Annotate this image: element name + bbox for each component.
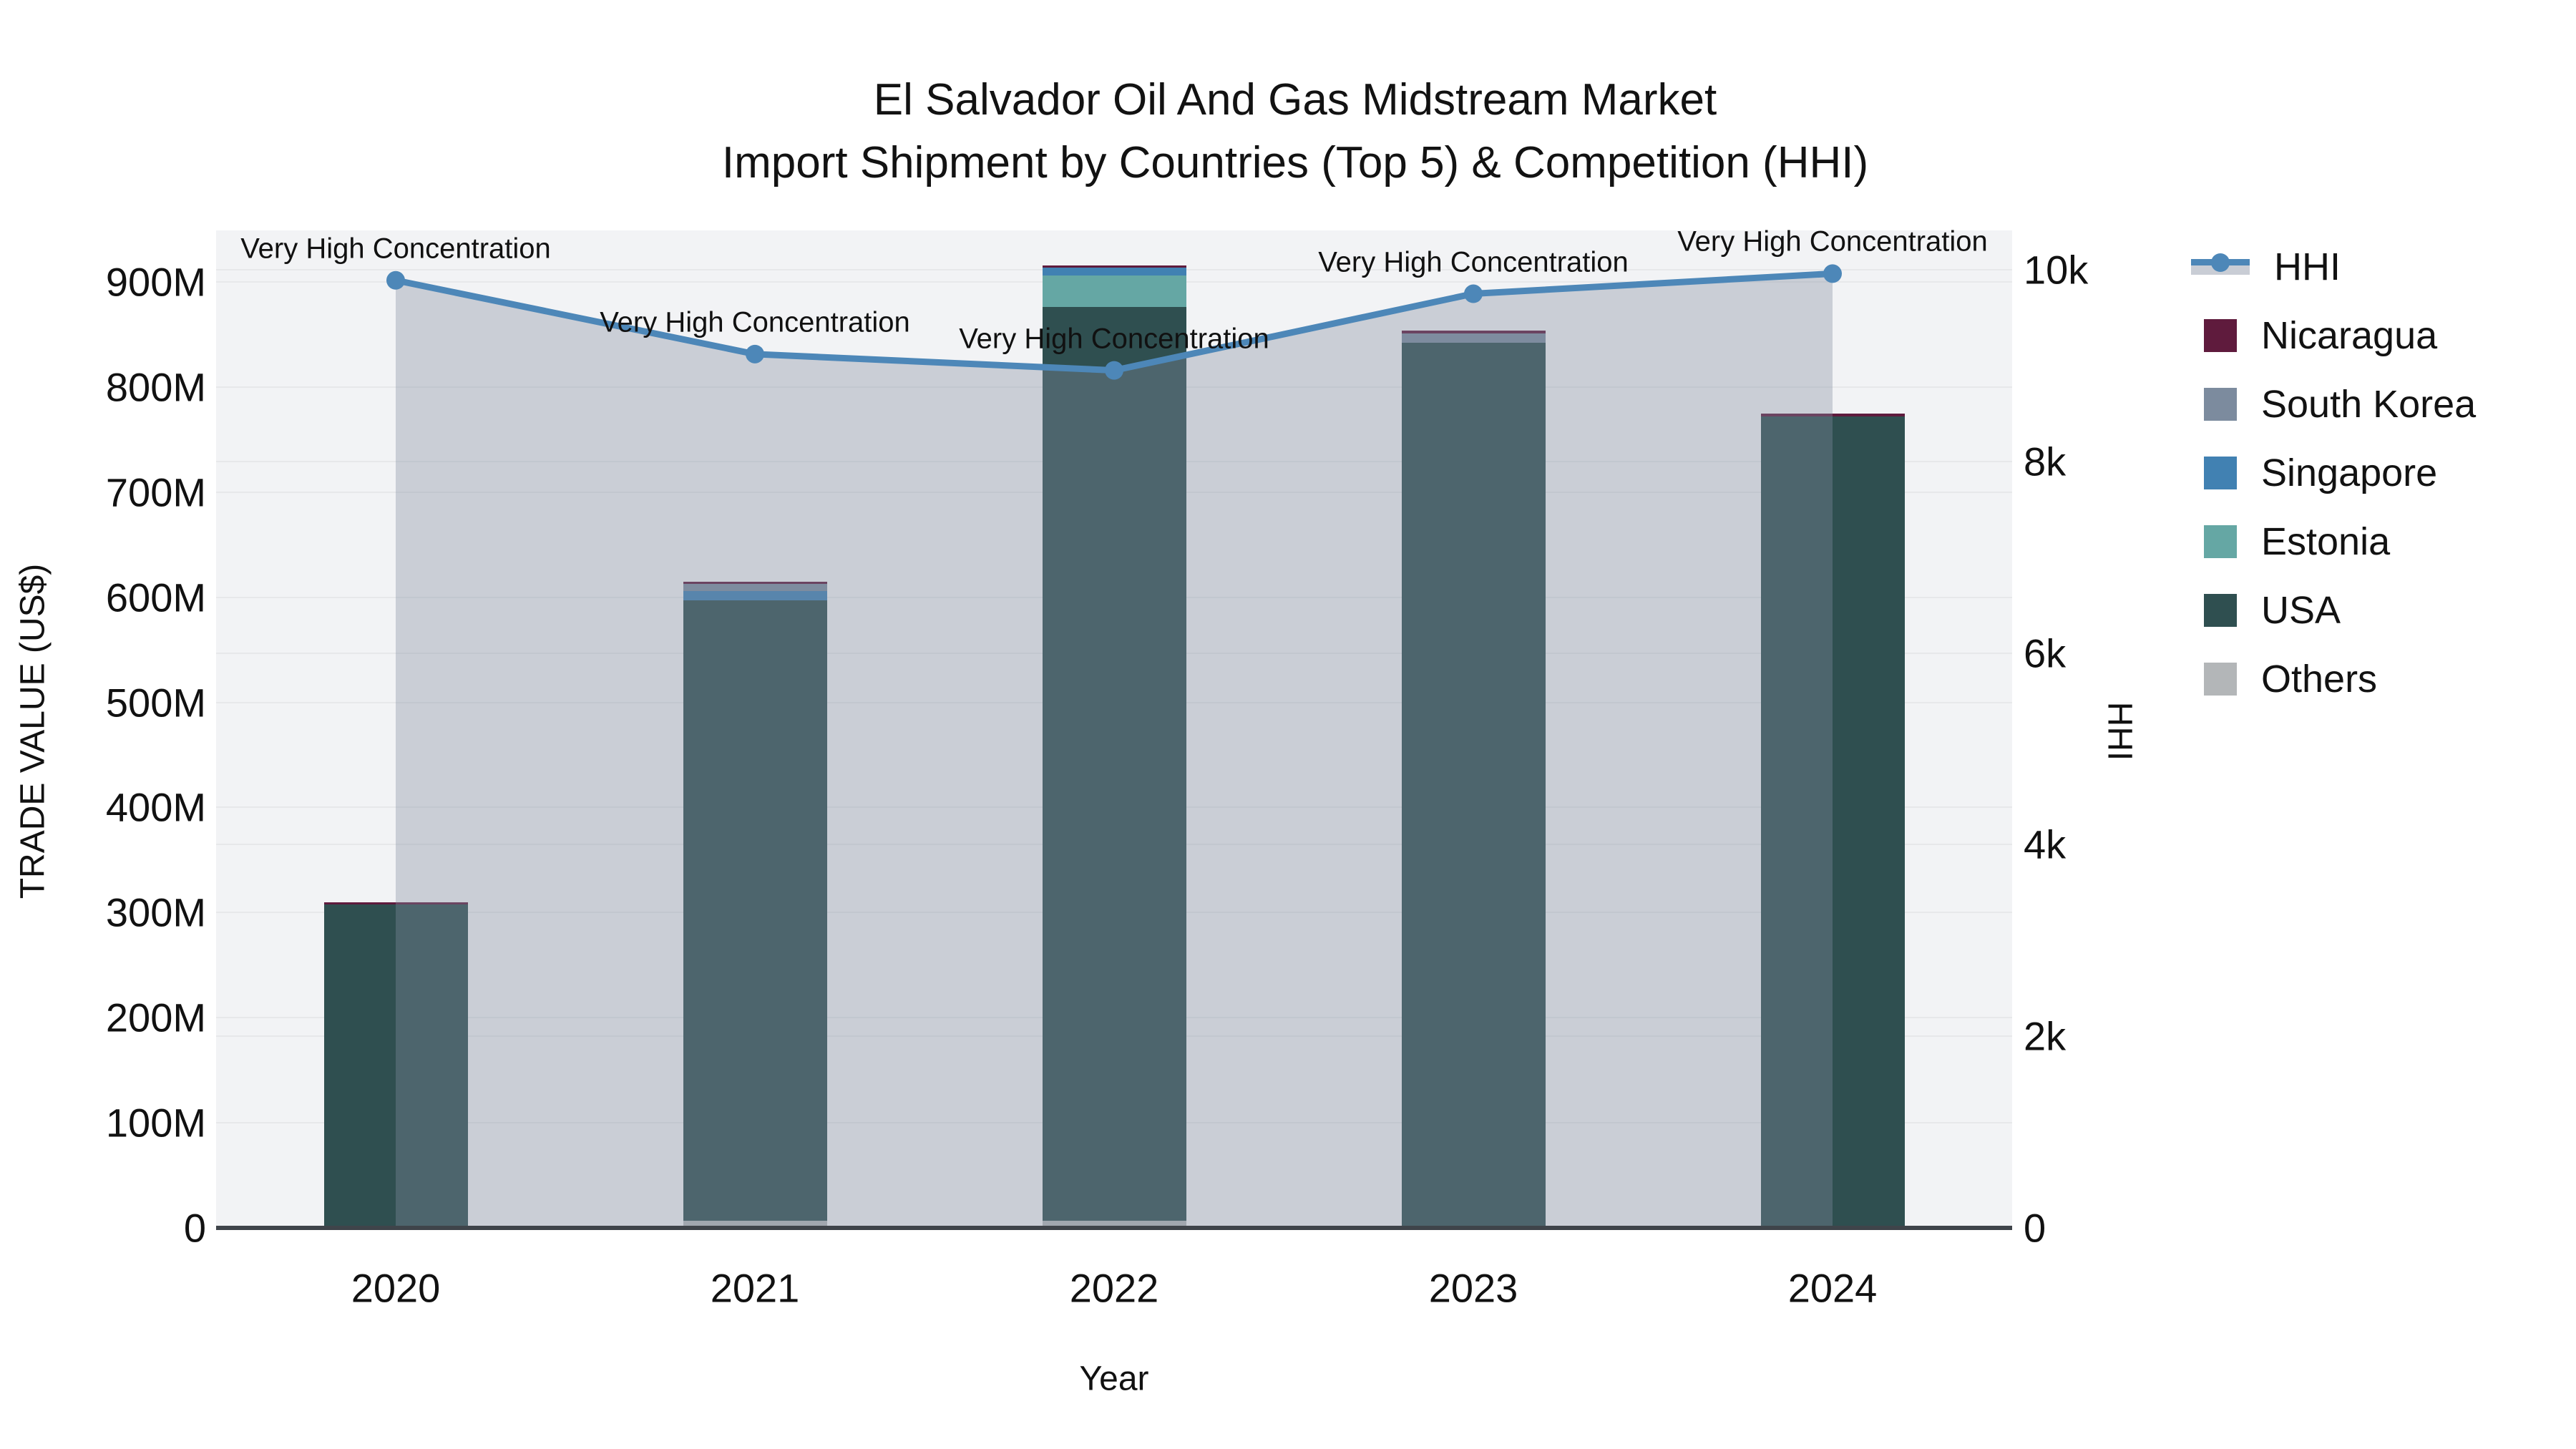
y-left-tick-label: 200M: [105, 995, 206, 1040]
hhi-marker-2023[interactable]: [1464, 284, 1483, 303]
bar-segment-usa[interactable]: [1042, 307, 1186, 1221]
legend-label: HHI: [2274, 245, 2341, 288]
hhi-marker-2022[interactable]: [1105, 361, 1123, 380]
x-tick-label-2022: 2022: [1069, 1265, 1159, 1311]
y-right-tick-label: 2k: [2024, 1013, 2067, 1059]
y-right-tick-label: 0: [2024, 1205, 2046, 1251]
legend: HHI Nicaragua South Korea Singapore Estonia U…: [2191, 233, 2476, 713]
legend-swatch-south-korea: [2204, 388, 2237, 421]
y-right-tick-label: 8k: [2024, 439, 2067, 484]
legend-label: USA: [2261, 589, 2341, 632]
bar-segment-usa[interactable]: [323, 904, 468, 1228]
x-tick-label-2023: 2023: [1428, 1265, 1518, 1311]
hhi-marker-2021[interactable]: [746, 344, 764, 364]
chart-title: El Salvador Oil And Gas Midstream Market…: [722, 69, 1868, 195]
bar-segment-nicaragua[interactable]: [1401, 331, 1546, 333]
chart-title-line1: El Salvador Oil And Gas Midstream Market: [873, 75, 1717, 125]
legend-item-usa[interactable]: USA: [2191, 576, 2476, 645]
legend-item-estonia[interactable]: Estonia: [2191, 507, 2476, 576]
legend-item-singapore[interactable]: Singapore: [2191, 439, 2476, 507]
y-left-tick-label: 600M: [105, 575, 206, 620]
bar-segment-south-korea[interactable]: [683, 583, 827, 591]
y-left-tick-label: 100M: [105, 1100, 206, 1146]
bar-segment-others[interactable]: [683, 1220, 827, 1228]
annotation-concentration-2020: Very High Concentration: [240, 233, 551, 265]
y-left-tick-label: 800M: [105, 364, 206, 410]
x-tick-label-2020: 2020: [351, 1265, 441, 1311]
legend-swatch-usa: [2204, 594, 2237, 627]
bar-segment-others[interactable]: [1042, 1220, 1186, 1228]
hhi-legend-sample-icon: [2191, 250, 2250, 283]
annotation-concentration-2023: Very High Concentration: [1318, 246, 1629, 278]
legend-item-nicaragua[interactable]: Nicaragua: [2191, 301, 2476, 370]
legend-swatch-estonia: [2204, 525, 2237, 558]
legend-label: Singapore: [2261, 452, 2438, 494]
bar-segment-usa[interactable]: [1760, 416, 1905, 1228]
legend-label: Others: [2261, 658, 2378, 701]
legend-swatch-nicaragua: [2204, 319, 2237, 352]
y-left-tick-label: 500M: [105, 680, 206, 726]
legend-swatch-singapore: [2204, 457, 2237, 489]
bar-segment-estonia[interactable]: [1042, 275, 1186, 308]
y-left-axis-title: TRADE VALUE (US$): [14, 563, 52, 899]
y-left-tick-label: 700M: [105, 469, 206, 515]
x-axis-title: Year: [1079, 1360, 1149, 1398]
bar-segment-usa[interactable]: [1401, 343, 1546, 1228]
legend-label: Estonia: [2261, 520, 2391, 563]
legend-label: South Korea: [2261, 383, 2477, 426]
y-right-axis-title: HHI: [2100, 701, 2139, 761]
hhi-marker-2024[interactable]: [1823, 264, 1842, 283]
hhi-marker-2020[interactable]: [386, 270, 405, 290]
hhi-legend-marker: [2211, 253, 2230, 272]
annotation-concentration-2022: Very High Concentration: [959, 323, 1269, 355]
bar-segment-nicaragua[interactable]: [1042, 265, 1186, 268]
legend-item-hhi[interactable]: HHI: [2191, 233, 2476, 301]
y-left-tick-label: 300M: [105, 889, 206, 935]
y-left-tick-label: 0: [183, 1205, 206, 1251]
legend-item-others[interactable]: Others: [2191, 645, 2476, 713]
legend-item-south-korea[interactable]: South Korea: [2191, 370, 2476, 439]
annotation-concentration-2021: Very High Concentration: [600, 306, 910, 338]
bar-segment-south-korea[interactable]: [1401, 333, 1546, 343]
x-tick-label-2021: 2021: [710, 1265, 800, 1311]
y-right-tick-label: 10k: [2024, 247, 2089, 293]
y-left-tick-label: 900M: [105, 259, 206, 305]
bar-segment-nicaragua[interactable]: [1760, 413, 1905, 416]
legend-label: Nicaragua: [2261, 314, 2438, 357]
y-left-tick-label: 400M: [105, 784, 206, 830]
x-axis-line: [216, 1226, 2012, 1230]
legend-swatch-others: [2204, 663, 2237, 696]
bar-segment-nicaragua[interactable]: [683, 581, 827, 584]
y-right-tick-label: 4k: [2024, 821, 2067, 867]
bar-segment-singapore[interactable]: [1042, 268, 1186, 276]
bar-segment-singapore[interactable]: [683, 590, 827, 601]
chart-title-line2: Import Shipment by Countries (Top 5) & C…: [721, 138, 1869, 187]
bar-segment-usa[interactable]: [683, 600, 827, 1221]
y-right-tick-label: 6k: [2024, 630, 2067, 676]
bar-segment-nicaragua[interactable]: [323, 902, 468, 905]
x-tick-label-2024: 2024: [1787, 1265, 1878, 1311]
annotation-concentration-2024: Very High Concentration: [1677, 225, 1988, 258]
